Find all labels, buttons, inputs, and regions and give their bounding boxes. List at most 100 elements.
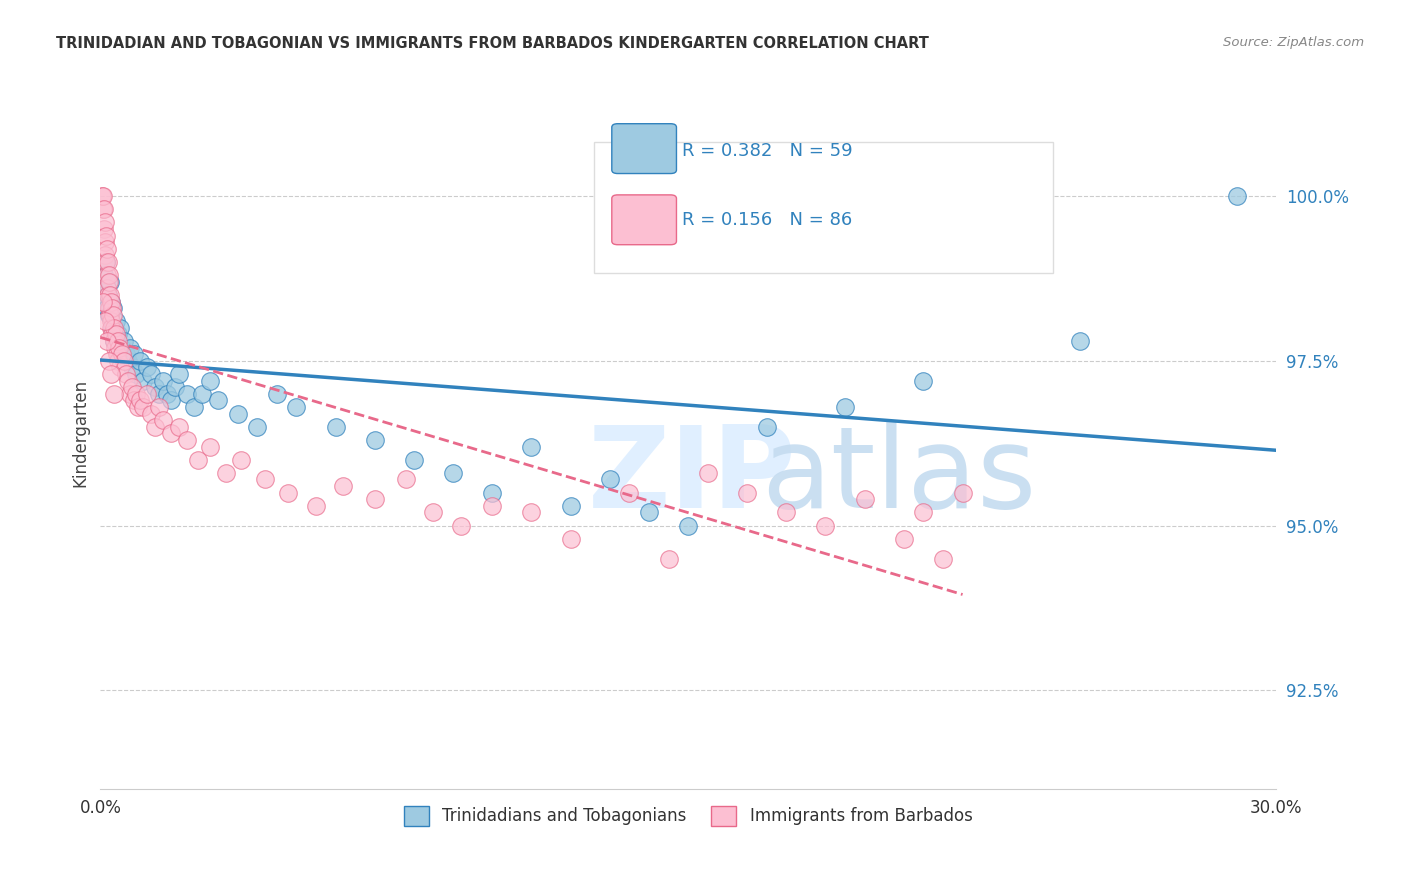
Point <box>104 341 127 355</box>
Point <box>912 505 935 519</box>
Point <box>143 419 166 434</box>
Point <box>932 551 955 566</box>
Point <box>98 308 121 322</box>
Text: R = 0.382   N = 59: R = 0.382 N = 59 <box>682 142 853 160</box>
Point <box>91 202 114 217</box>
Point <box>121 360 143 375</box>
Point <box>136 360 159 375</box>
Point <box>124 386 146 401</box>
Point <box>96 255 118 269</box>
Point <box>253 473 276 487</box>
Point <box>93 281 115 295</box>
Point <box>111 347 134 361</box>
Point <box>100 367 122 381</box>
Text: R = 0.156   N = 86: R = 0.156 N = 86 <box>682 211 852 228</box>
Point <box>658 551 681 566</box>
Point <box>101 321 124 335</box>
Point <box>520 440 543 454</box>
Point <box>101 301 124 315</box>
Text: Source: ZipAtlas.com: Source: ZipAtlas.com <box>1223 36 1364 49</box>
Point <box>893 532 915 546</box>
Point <box>101 308 124 322</box>
Point <box>108 321 131 335</box>
Point <box>98 354 121 368</box>
Point <box>363 492 385 507</box>
Point <box>103 321 125 335</box>
Point <box>103 334 125 348</box>
Point <box>94 228 117 243</box>
Point <box>127 400 149 414</box>
Point <box>96 281 118 295</box>
Point <box>100 294 122 309</box>
Point <box>108 341 131 355</box>
Point <box>266 386 288 401</box>
Point <box>128 354 150 368</box>
Point <box>152 413 174 427</box>
Point <box>834 400 856 414</box>
Point <box>638 505 661 519</box>
Point <box>117 354 139 368</box>
Point <box>118 341 141 355</box>
Point <box>112 354 135 368</box>
Point <box>97 255 120 269</box>
Point <box>98 288 121 302</box>
Point <box>176 433 198 447</box>
Point <box>246 419 269 434</box>
Point <box>96 334 118 348</box>
Point <box>285 400 308 414</box>
Y-axis label: Kindergarten: Kindergarten <box>72 379 89 487</box>
Point <box>402 452 425 467</box>
Point <box>676 518 699 533</box>
Point <box>100 301 122 315</box>
Point <box>198 374 221 388</box>
Point <box>152 374 174 388</box>
Point <box>103 386 125 401</box>
Point <box>112 334 135 348</box>
Point <box>93 294 115 309</box>
Text: atlas: atlas <box>761 420 1036 532</box>
Point <box>231 452 253 467</box>
Point <box>441 466 464 480</box>
Point <box>136 386 159 401</box>
Point <box>96 242 118 256</box>
Point <box>226 407 249 421</box>
Point <box>167 419 190 434</box>
Point <box>395 473 418 487</box>
Point <box>105 314 128 328</box>
Point <box>560 499 582 513</box>
Point <box>191 386 214 401</box>
Point <box>98 301 121 315</box>
Legend: Trinidadians and Tobagonians, Immigrants from Barbados: Trinidadians and Tobagonians, Immigrants… <box>395 797 981 834</box>
Point <box>105 327 128 342</box>
Point <box>207 393 229 408</box>
Point <box>198 440 221 454</box>
Point <box>94 248 117 262</box>
Point <box>100 294 122 309</box>
Point <box>481 499 503 513</box>
Point <box>952 485 974 500</box>
Point <box>97 268 120 282</box>
Point <box>91 189 114 203</box>
Point <box>132 374 155 388</box>
Point <box>93 189 115 203</box>
Point <box>101 327 124 342</box>
Point <box>332 479 354 493</box>
Point <box>98 275 121 289</box>
Point <box>97 288 120 302</box>
Point <box>156 386 179 401</box>
Point <box>599 473 621 487</box>
Point <box>96 268 118 282</box>
Point <box>100 321 122 335</box>
Point <box>814 518 837 533</box>
Point <box>696 466 718 480</box>
Point <box>325 419 347 434</box>
Point <box>450 518 472 533</box>
Point <box>93 235 115 250</box>
Point <box>100 314 122 328</box>
Point <box>118 386 141 401</box>
FancyBboxPatch shape <box>595 142 1053 273</box>
Point <box>520 505 543 519</box>
Point <box>183 400 205 414</box>
Point <box>215 466 238 480</box>
Point <box>148 386 170 401</box>
